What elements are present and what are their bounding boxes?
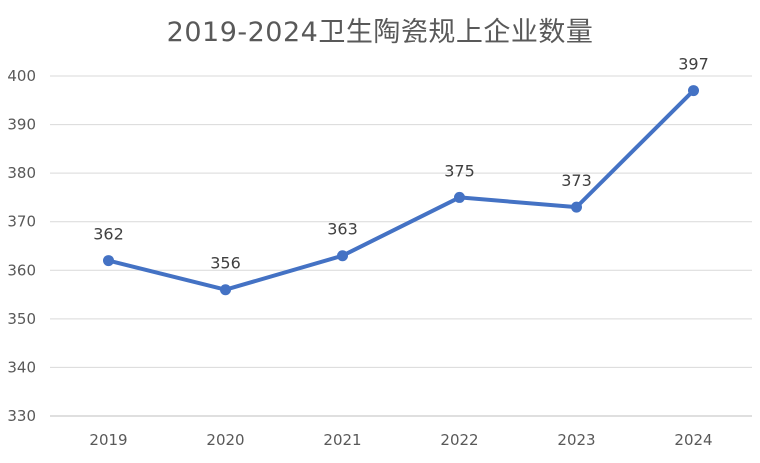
x-tick-label: 2022 xyxy=(440,431,478,449)
data-label-2023: 373 xyxy=(561,171,592,190)
series-line xyxy=(106,88,696,292)
chart-title: 2019-2024卫生陶瓷规上企业数量 xyxy=(166,17,594,48)
y-tick-label: 340 xyxy=(7,358,36,376)
x-tick-label: 2024 xyxy=(674,431,712,449)
series-layer xyxy=(103,85,699,296)
y-tick-label: 350 xyxy=(7,310,36,328)
data-point-2019 xyxy=(103,255,114,267)
data-label-2020: 356 xyxy=(210,254,241,273)
x-tick-label: 2020 xyxy=(206,431,244,449)
data-label-2019: 362 xyxy=(93,225,124,244)
data-point-2022 xyxy=(454,191,465,203)
data-label-2022: 375 xyxy=(444,161,475,180)
y-axis-ticks: 330 340 350 360 370 380 390 400 xyxy=(7,67,36,425)
data-point-2023 xyxy=(571,201,582,213)
data-label-2021: 363 xyxy=(327,220,358,239)
data-point-2021 xyxy=(337,250,348,262)
x-axis-ticks: 2019 2020 2021 2022 2023 2024 xyxy=(89,431,712,449)
y-tick-label: 380 xyxy=(7,164,36,182)
y-tick-label: 370 xyxy=(7,213,36,231)
y-gridlines xyxy=(50,75,752,417)
y-tick-label: 390 xyxy=(7,116,36,134)
y-tick-label: 330 xyxy=(7,407,36,425)
x-tick-label: 2023 xyxy=(557,431,595,449)
data-labels: 362 356 363 375 373 397 xyxy=(93,55,709,273)
data-label-2024: 397 xyxy=(678,55,709,74)
x-tick-label: 2021 xyxy=(323,431,361,449)
y-tick-label: 360 xyxy=(7,261,36,279)
data-point-2024 xyxy=(688,85,699,97)
x-tick-label: 2019 xyxy=(89,431,127,449)
y-tick-label: 400 xyxy=(7,67,36,85)
data-point-2020 xyxy=(220,284,231,296)
